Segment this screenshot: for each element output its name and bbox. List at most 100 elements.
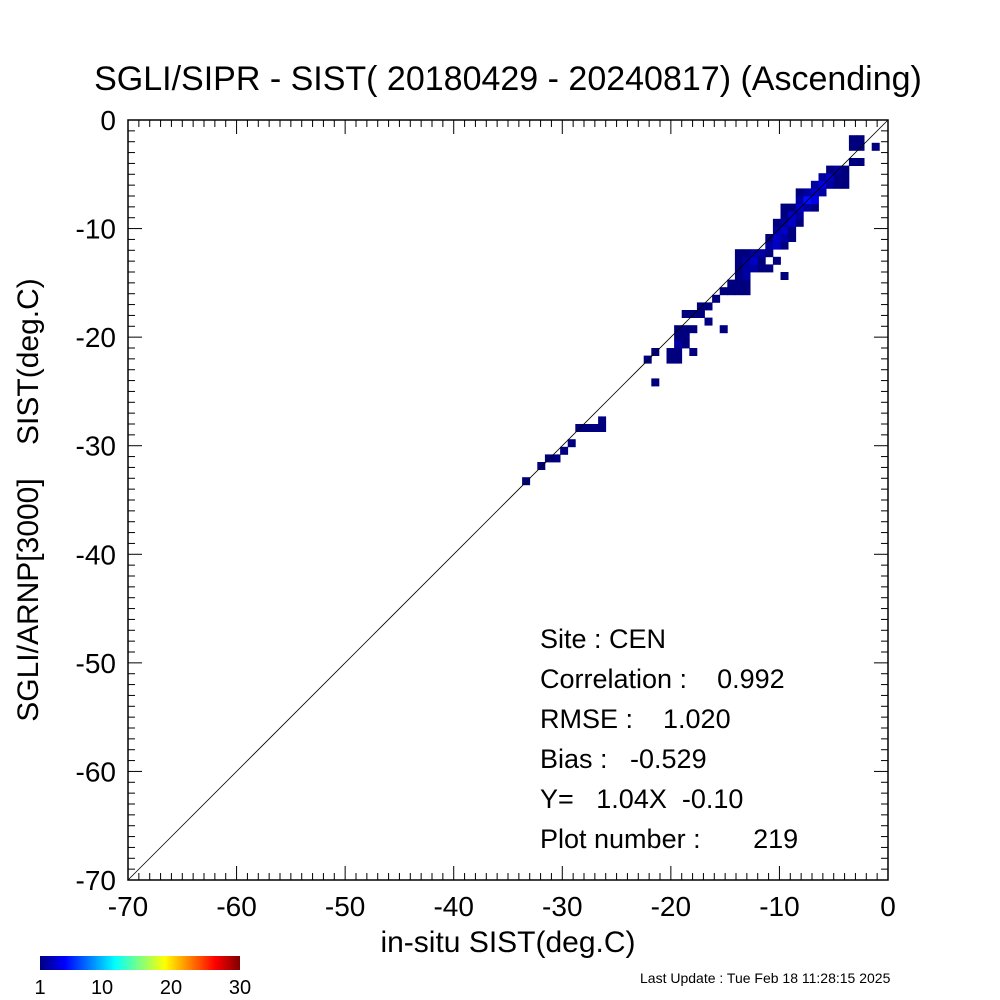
- density-cell: [704, 317, 713, 326]
- density-cell: [803, 203, 812, 212]
- density-cell: [696, 302, 705, 311]
- density-cells: [522, 135, 880, 486]
- density-cell: [712, 294, 721, 303]
- density-cell: [841, 173, 850, 182]
- x-tick-label: -30: [542, 891, 582, 922]
- density-cell: [848, 135, 857, 144]
- density-cell: [757, 264, 766, 273]
- stats-box: Site : CEN Correlation : 0.992 RMSE : 1.…: [540, 624, 798, 854]
- y-tick-label: -50: [76, 648, 116, 679]
- density-cell: [772, 226, 781, 235]
- density-cell: [689, 348, 698, 356]
- density-cell: [719, 287, 728, 296]
- density-cell: [719, 325, 728, 334]
- chart-title: SGLI/SIPR - SIST( 20180429 - 20240817) (…: [94, 60, 922, 98]
- density-cell: [696, 310, 705, 318]
- density-cell: [643, 355, 652, 364]
- x-tick-label: -50: [325, 891, 365, 922]
- density-cell: [598, 416, 607, 425]
- density-cell: [674, 325, 683, 334]
- y-tick-label: -20: [76, 322, 116, 353]
- density-cell: [772, 241, 781, 250]
- density-cell: [818, 173, 827, 182]
- axis-ticks: [127, 119, 889, 881]
- density-cell: [765, 264, 774, 273]
- colorbar-tick-label: 10: [91, 977, 113, 999]
- stat-correlation: Correlation : 0.992: [540, 664, 785, 694]
- density-cell: [765, 249, 774, 258]
- density-cell: [826, 180, 835, 189]
- density-cell: [757, 256, 766, 265]
- colorbar-labels: 1 10 20 30: [34, 977, 251, 999]
- y-tick-label: -30: [76, 431, 116, 462]
- density-cell: [674, 332, 683, 341]
- colorbar-tick-label: 1: [34, 977, 45, 999]
- x-tick-labels: -70 -60 -50 -40 -30 -20 -10 0: [108, 891, 896, 922]
- density-cell: [795, 196, 804, 204]
- density-cell: [575, 424, 584, 432]
- density-cell: [750, 264, 759, 273]
- density-cell: [856, 135, 865, 144]
- density-cell: [674, 355, 683, 364]
- density-cell: [544, 454, 553, 463]
- density-cell: [522, 477, 531, 486]
- density-cell: [742, 287, 751, 296]
- density-cell: [780, 211, 789, 220]
- density-cell: [810, 188, 819, 197]
- density-cell: [780, 234, 789, 242]
- density-cell: [795, 188, 804, 197]
- density-cell: [780, 226, 789, 235]
- density-cell: [727, 287, 736, 296]
- y-tick-label: -10: [76, 214, 116, 245]
- density-cell: [757, 249, 766, 258]
- density-cell: [582, 424, 591, 432]
- density-cell: [818, 180, 827, 189]
- density-cell: [689, 325, 698, 334]
- density-cell: [742, 264, 751, 273]
- density-cell: [795, 218, 804, 227]
- density-cell: [742, 256, 751, 265]
- x-tick-label: 0: [880, 891, 896, 922]
- density-cell: [803, 188, 812, 197]
- y-tick-labels: -70 -60 -50 -40 -30 -20 -10 0: [76, 105, 116, 896]
- density-cell: [833, 173, 842, 182]
- stat-rmse: RMSE : 1.020: [540, 704, 731, 734]
- x-tick-label: -40: [433, 891, 473, 922]
- density-cell: [848, 158, 857, 166]
- density-cell: [818, 188, 827, 197]
- density-cell: [795, 203, 804, 212]
- density-cell: [833, 165, 842, 174]
- density-cell: [765, 234, 774, 242]
- density-cell: [848, 142, 857, 151]
- density-cell: [567, 439, 576, 448]
- density-cell: [780, 218, 789, 227]
- colorbar-tick-label: 20: [160, 977, 182, 999]
- density-cell: [674, 348, 683, 356]
- density-cell: [856, 158, 865, 166]
- density-cell: [704, 302, 713, 311]
- density-cell: [651, 348, 660, 356]
- density-cell: [788, 211, 797, 220]
- density-cell: [734, 264, 743, 273]
- colorbar-tick-label: 30: [229, 977, 251, 999]
- density-cell: [788, 234, 797, 242]
- one-to-one-line: [127, 119, 889, 881]
- density-cell: [795, 211, 804, 220]
- density-cell: [780, 272, 789, 280]
- density-cell: [681, 332, 690, 341]
- density-cell: [666, 355, 675, 364]
- density-cell: [772, 256, 781, 265]
- density-cell: [826, 165, 835, 174]
- x-axis-title: in-situ SIST(deg.C): [380, 926, 635, 959]
- density-cell: [780, 241, 789, 250]
- density-cell: [810, 196, 819, 204]
- density-cell: [742, 249, 751, 258]
- density-cell: [552, 454, 561, 463]
- density-cell: [734, 279, 743, 288]
- density-cell: [765, 241, 774, 250]
- density-cell: [727, 279, 736, 288]
- density-cell: [772, 234, 781, 242]
- density-cell: [734, 272, 743, 280]
- y-tick-label: 0: [100, 105, 116, 136]
